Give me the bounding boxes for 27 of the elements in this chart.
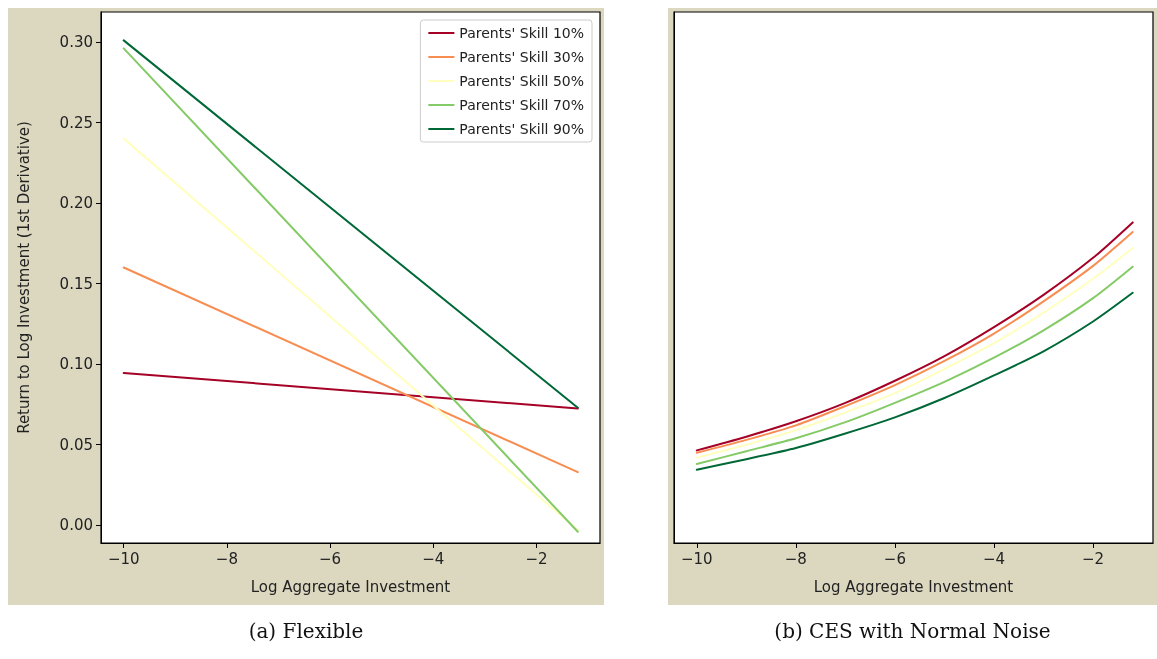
y-tick-label: 0.05 (59, 435, 93, 454)
x-tick-label: −8 (215, 549, 238, 568)
y-axis-title: Return to Log Investment (1st Derivative) (14, 121, 33, 434)
y-tick-label: 0.15 (59, 274, 93, 293)
x-axis-title: Log Aggregate Investment (250, 577, 451, 596)
text: (a) Flexible (248, 619, 364, 643)
legend-label: Parents' Skill 30% (459, 49, 584, 65)
x-tick-label: −4 (982, 549, 1006, 568)
x-tick-label: −8 (784, 549, 807, 568)
legend-label: Parents' Skill 50% (459, 73, 584, 89)
x-tick-label: −6 (319, 549, 342, 568)
legend-label: Parents' Skill 70% (459, 97, 584, 113)
y-tick-label: 0.30 (59, 32, 93, 51)
y-tick-label: 0.10 (59, 355, 93, 374)
y-tick-label: 0.20 (59, 194, 93, 213)
x-tick-label: −10 (107, 549, 140, 568)
x-tick-label: −10 (680, 549, 713, 568)
x-tick-label: −2 (525, 549, 548, 568)
legend-label: Parents' Skill 10% (459, 25, 584, 41)
x-tick-label: −4 (422, 549, 445, 568)
text: (b) CES with Normal Noise (774, 619, 1051, 643)
x-tick-label: −2 (1082, 549, 1105, 568)
x-tick-label: −6 (883, 549, 906, 568)
legend-label: Parents' Skill 90% (459, 121, 584, 137)
y-tick-label: 0.00 (59, 516, 93, 535)
y-tick-label: 0.25 (59, 113, 93, 132)
x-axis-title: Log Aggregate Investment (813, 577, 1014, 596)
